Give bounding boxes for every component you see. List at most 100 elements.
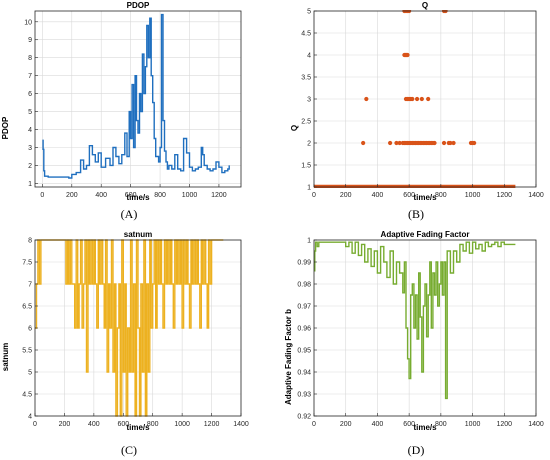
y-tick-label: 1	[28, 181, 32, 188]
x-axis-label: time/s	[126, 193, 150, 202]
y-tick-label: 0.99	[297, 260, 311, 267]
series-group	[314, 241, 516, 400]
caption-c: (C)	[121, 443, 137, 457]
x-axis-label: time/s	[413, 193, 437, 202]
y-tick-label: 6	[28, 326, 32, 333]
y-tick-label: 0.95	[297, 348, 311, 355]
x-tick-label: 400	[88, 421, 100, 428]
y-tick-label: 7	[28, 73, 32, 80]
data-point	[472, 140, 477, 146]
y-tick-label: 0.96	[297, 326, 311, 333]
x-tick-label: 1000	[174, 421, 190, 428]
y-tick-label: 5.5	[22, 348, 32, 355]
x-tick-label: 800	[154, 192, 166, 199]
caption-b: (B)	[408, 207, 424, 221]
x-axis-label: time/s	[413, 423, 437, 432]
y-tick-label: 0.92	[297, 414, 311, 421]
x-tick-label: 0	[312, 192, 316, 199]
panel-b: 0 200 400 600 800 1000 1200 1400 1 1.5 2 2.5 3 3.5 4 4.…	[290, 1, 544, 202]
data-point	[414, 96, 420, 102]
data-point	[451, 140, 456, 146]
panel-c: 0 200 400 600 800 1000 1200 1400 4 4.5 5 5.5 6 6.5 7 7.…	[1, 230, 249, 432]
y-tick-label: 0.97	[297, 304, 311, 311]
x-tick-label: 400	[95, 192, 107, 199]
x-tick-label: 600	[403, 192, 415, 199]
y-tick-label: 0.94	[297, 370, 311, 377]
y-axis-label: satnum	[1, 343, 10, 371]
x-tick-label: 800	[147, 421, 159, 428]
y-tick-label: 3.5	[301, 75, 311, 82]
y-tick-label: 10	[24, 19, 32, 26]
data-point	[448, 140, 453, 146]
y-tick-label: 4.5	[301, 31, 311, 38]
x-tick-label: 400	[372, 421, 384, 428]
y-tick-label: 3	[28, 145, 32, 152]
data-point	[364, 96, 369, 102]
y-tick-label: 8	[28, 55, 32, 62]
x-tick-label: 1400	[528, 192, 544, 199]
y-tick-label: 6.5	[22, 304, 32, 311]
y-tick-label: 4	[307, 53, 311, 60]
data-point	[419, 96, 424, 102]
x-tick-label: 1400	[233, 421, 249, 428]
x-tick-label: 200	[59, 421, 71, 428]
x-tick-label: 0	[312, 421, 316, 428]
x-tick-label: 600	[403, 421, 415, 428]
x-tick-label: 1000	[465, 421, 481, 428]
y-tick-label: 2	[307, 141, 311, 148]
x-tick-label: 200	[340, 192, 352, 199]
y-tick-label: 3	[307, 97, 311, 104]
y-axis-label: Q	[290, 125, 299, 131]
x-tick-label: 0	[33, 421, 37, 428]
x-tick-label: 1200	[496, 192, 512, 199]
y-tick-label: 1	[307, 185, 311, 192]
y-tick-label: 1	[307, 238, 311, 245]
x-tick-label: 200	[66, 192, 78, 199]
x-tick-label: 1400	[528, 421, 544, 428]
y-tick-label: 1.5	[301, 163, 311, 170]
data-point	[432, 140, 437, 146]
caption-d: (D)	[407, 443, 425, 457]
x-tick-label: 800	[435, 192, 447, 199]
chart-title: Q	[422, 1, 428, 10]
y-tick-label: 4	[28, 414, 32, 421]
x-tick-label: 800	[435, 421, 447, 428]
y-axis-label: PDOP	[1, 116, 10, 139]
y-tick-label: 4.5	[22, 392, 32, 399]
x-tick-label: 600	[125, 192, 137, 199]
x-axis-label: time/s	[126, 423, 150, 432]
data-point	[441, 140, 447, 146]
data-point	[394, 140, 399, 146]
caption-a: (A)	[120, 207, 138, 221]
x-tick-label: 1200	[496, 421, 512, 428]
x-tick-label: 1200	[204, 421, 220, 428]
chart-title: satnum	[124, 230, 152, 239]
y-tick-label: 6	[28, 91, 32, 98]
panel-d: 0 200 400 600 800 1000 1200 1400 0.92 0.93 0.94 0.9…	[284, 230, 544, 432]
y-tick-label: 2	[28, 163, 32, 170]
x-tick-label: 1000	[465, 192, 481, 199]
y-tick-label: 0.98	[297, 282, 311, 289]
data-point	[405, 52, 410, 58]
data-point	[388, 140, 393, 146]
data-point	[410, 96, 415, 102]
y-tick-label: 8	[28, 238, 32, 245]
y-tick-label: 7.5	[22, 260, 32, 267]
y-tick-label: 5	[28, 109, 32, 116]
data-point	[397, 140, 402, 146]
series-group	[42, 13, 230, 179]
data-point	[426, 96, 431, 102]
y-tick-label: 4	[28, 127, 32, 134]
x-tick-label: 200	[340, 421, 352, 428]
x-tick-label: 1000	[182, 192, 198, 199]
y-tick-label: 0.93	[297, 392, 311, 399]
chart-title: PDOP	[127, 1, 150, 10]
y-tick-label: 5	[307, 9, 311, 16]
x-tick-label: 1200	[211, 192, 227, 199]
panel-a: 0 200 400 600 800 1000 1200 1 2 3 4 5 6 7 8 9 10 PDOP time…	[1, 1, 242, 202]
y-axis-label: Adaptive Fading Factor b	[284, 309, 293, 405]
x-tick-label: 400	[372, 192, 384, 199]
chart-title: Adaptive Fading Factor	[381, 230, 470, 239]
y-tick-label: 7	[28, 282, 32, 289]
